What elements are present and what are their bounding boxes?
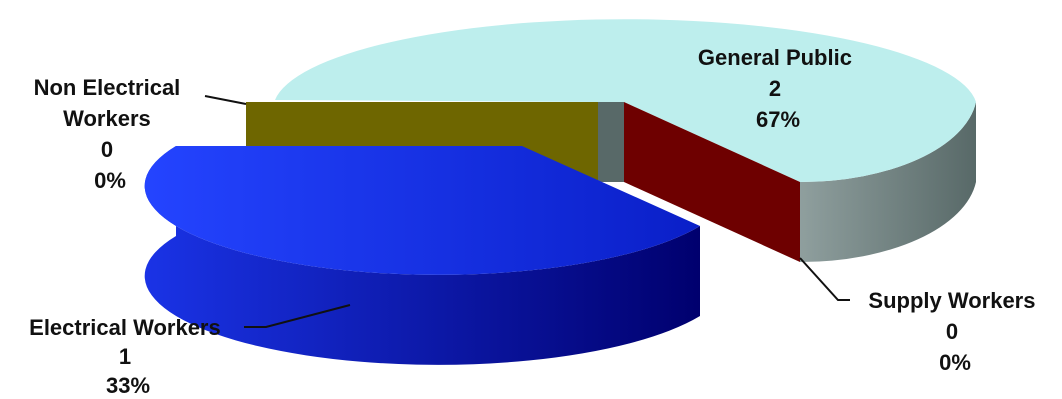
label-supply-workers-percent: 0% xyxy=(939,350,971,375)
label-electrical-workers-name: Electrical Workers xyxy=(29,315,221,340)
label-non-electrical-workers: Non Electrical Workers 0 0% xyxy=(34,75,187,193)
label-general-public: General Public 2 67% xyxy=(698,45,858,132)
label-electrical-workers-value: 1 xyxy=(119,344,131,369)
slice-electrical-workers-side xyxy=(144,146,701,365)
slice-electrical-workers-top xyxy=(144,146,701,275)
slice-general-public-top xyxy=(275,19,976,183)
leader-line-electrical-workers xyxy=(244,304,351,328)
label-supply-workers-value: 0 xyxy=(946,319,958,344)
label-non-electrical-value: 0 xyxy=(101,137,113,162)
label-electrical-workers-percent: 33% xyxy=(106,373,150,398)
label-non-electrical-name-1: Non Electrical xyxy=(34,75,181,100)
label-supply-workers-name: Supply Workers xyxy=(868,288,1035,313)
label-electrical-workers: Electrical Workers 1 33% xyxy=(29,315,227,398)
leader-line-non-electrical xyxy=(204,95,247,105)
label-supply-workers: Supply Workers 0 0% xyxy=(868,288,1041,375)
label-general-public-value: 2 xyxy=(769,76,781,101)
label-general-public-name: General Public xyxy=(698,45,852,70)
label-non-electrical-name-2: Workers xyxy=(63,106,151,131)
slice-general-public-side xyxy=(800,102,976,263)
label-general-public-percent: 67% xyxy=(756,107,800,132)
slice-supply-workers xyxy=(624,102,800,262)
label-non-electrical-percent: 0% xyxy=(94,168,126,193)
slice-general-public-cut-face xyxy=(598,102,624,182)
leader-line-supply-workers xyxy=(799,257,850,301)
